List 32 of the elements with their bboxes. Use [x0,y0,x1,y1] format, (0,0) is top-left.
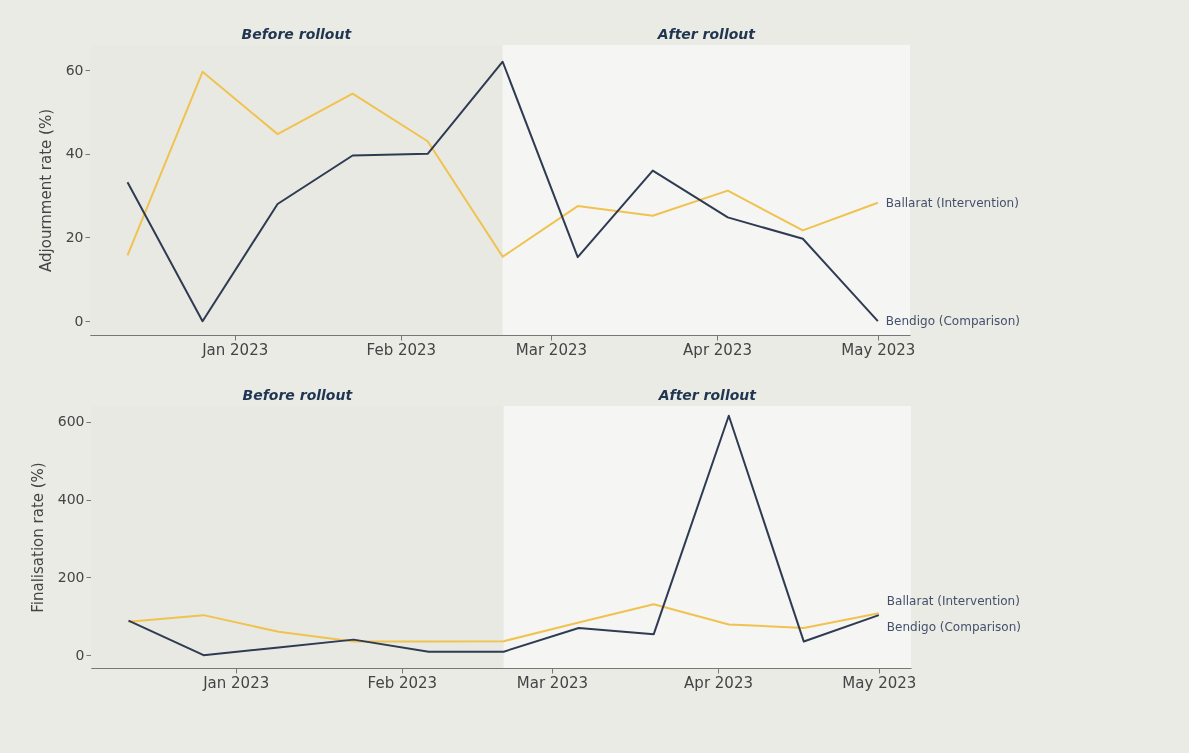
x-tick-label: Apr 2023 [683,340,753,359]
line-series [127,603,880,643]
band-label: After rollout [656,26,757,42]
x-tick-label: Mar 2023 [516,673,589,692]
series-label: Ballarat (Intervention) [885,195,1019,210]
x-tick-label: Jan 2023 [202,673,270,692]
y-axis-title: Adjournment rate (%) [36,109,55,272]
y-axis-title: Finalisation rate (%) [28,462,47,613]
band-label: After rollout [657,387,758,403]
x-tick-label: Feb 2023 [367,673,438,692]
series-label: Ballarat (Intervention) [886,594,1020,609]
y-tick-label: 60 [65,61,84,78]
y-tick-label: 0 [75,646,85,663]
y-tick-label: 20 [65,229,84,245]
x-tick-label: Apr 2023 [684,673,754,692]
x-tick-label: May 2023 [842,673,917,692]
line-series [126,60,879,323]
y-tick-label: 40 [65,145,84,162]
x-tick-label: Mar 2023 [515,340,588,359]
series-label: Bendigo (Comparison) [885,314,1020,329]
line-series [127,414,880,657]
y-tick-label: 400 [57,491,85,508]
band-label: Before rollout [241,26,353,42]
x-tick-label: May 2023 [841,340,916,359]
y-tick-label: 600 [57,413,85,430]
y-tick-label: 200 [57,568,85,585]
series-label: Bendigo (Comparison) [886,620,1021,635]
y-tick-label: 0 [74,312,84,329]
band-label: Before rollout [242,387,354,403]
line-series [126,70,879,258]
x-tick-label: Jan 2023 [201,340,269,359]
x-tick-label: Feb 2023 [366,340,437,359]
